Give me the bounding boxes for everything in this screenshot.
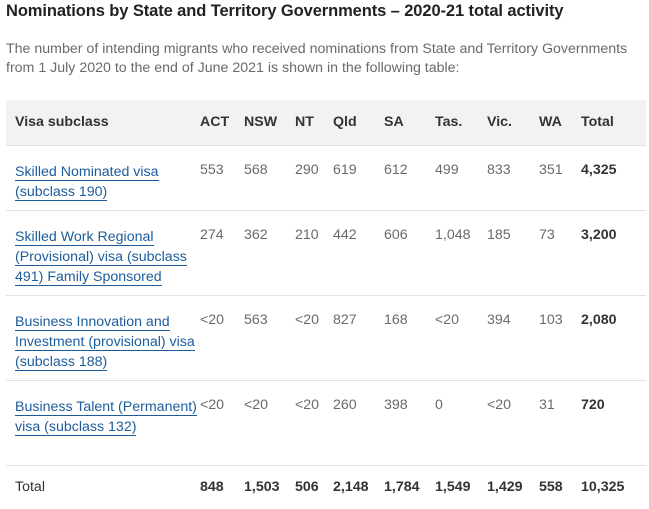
header-nsw: NSW — [244, 114, 278, 131]
cell-wa: 103 — [539, 294, 581, 380]
cell-qld: 619 — [333, 144, 384, 210]
cell-tas: <20 — [435, 294, 487, 380]
table-row: Business Innovation and Investment (prov… — [6, 294, 646, 380]
cell-vic: 185 — [487, 209, 539, 295]
total-nt: 506 — [295, 464, 333, 509]
total-vic: 1,429 — [487, 464, 539, 509]
total-nsw: 1,503 — [244, 464, 295, 509]
cell-tas: 1,048 — [435, 209, 487, 295]
cell-nt: <20 — [295, 294, 333, 380]
cell-sa: 606 — [384, 209, 435, 295]
visa-link-subclass-190[interactable]: Skilled Nominated visa (subclass 190) — [15, 163, 159, 201]
cell-nsw: 568 — [244, 144, 295, 210]
total-sa: 1,784 — [384, 464, 435, 509]
cell-qld: 827 — [333, 294, 384, 380]
cell-nt: 210 — [295, 209, 333, 295]
cell-vic: <20 — [487, 379, 539, 465]
table-header-row: Visa subclass ACT NSW NT Qld SA Tas. Vic… — [6, 100, 646, 145]
intro-paragraph: The number of intending migrants who rec… — [6, 41, 628, 76]
header-qld: Qld — [333, 114, 357, 131]
cell-qld: 260 — [333, 379, 384, 465]
cell-total: 2,080 — [581, 294, 646, 380]
cell-act: <20 — [200, 379, 244, 465]
cell-wa: 31 — [539, 379, 581, 465]
table-row: Skilled Work Regional (Provisional) visa… — [6, 209, 646, 295]
cell-sa: 398 — [384, 379, 435, 465]
visa-cell: Business Innovation and Investment (prov… — [6, 294, 200, 380]
cell-total: 3,200 — [581, 209, 646, 295]
cell-sa: 612 — [384, 144, 435, 210]
cell-qld: 442 — [333, 209, 384, 295]
cell-tas: 0 — [435, 379, 487, 465]
total-grand: 10,325 — [581, 464, 646, 509]
cell-wa: 73 — [539, 209, 581, 295]
cell-wa: 351 — [539, 144, 581, 210]
header-act: ACT — [200, 114, 230, 131]
cell-total: 720 — [581, 379, 646, 465]
cell-vic: 833 — [487, 144, 539, 210]
total-wa: 558 — [539, 464, 581, 509]
cell-vic: 394 — [487, 294, 539, 380]
cell-nsw: 563 — [244, 294, 295, 380]
table-row: Business Talent (Permanent) visa (subcla… — [6, 379, 646, 465]
total-tas: 1,549 — [435, 464, 487, 509]
header-vic: Vic. — [487, 114, 512, 131]
header-wa: WA — [539, 114, 562, 131]
cell-total: 4,325 — [581, 144, 646, 210]
header-tas: Tas. — [435, 114, 463, 131]
visa-cell: Skilled Work Regional (Provisional) visa… — [6, 209, 200, 295]
cell-nsw: 362 — [244, 209, 295, 295]
visa-cell: Business Talent (Permanent) visa (subcla… — [6, 379, 200, 465]
total-act: 848 — [200, 464, 244, 509]
nominations-table: Visa subclass ACT NSW NT Qld SA Tas. Vic… — [6, 100, 646, 509]
header-total: Total — [581, 114, 614, 131]
total-row-label: Total — [6, 464, 200, 509]
total-qld: 2,148 — [333, 464, 384, 509]
cell-nsw: <20 — [244, 379, 295, 465]
cell-act: 274 — [200, 209, 244, 295]
table-total-row: Total 848 1,503 506 2,148 1,784 1,549 1,… — [6, 464, 646, 509]
page-title: Nominations by State and Territory Gover… — [6, 2, 564, 20]
visa-link-subclass-188[interactable]: Business Innovation and Investment (prov… — [15, 313, 195, 371]
visa-cell: Skilled Nominated visa (subclass 190) — [6, 144, 200, 210]
cell-nt: <20 — [295, 379, 333, 465]
header-nt: NT — [295, 114, 314, 131]
table-row: Skilled Nominated visa (subclass 190) 55… — [6, 144, 646, 210]
cell-act: 553 — [200, 144, 244, 210]
cell-act: <20 — [200, 294, 244, 380]
visa-link-subclass-132[interactable]: Business Talent (Permanent) visa (subcla… — [15, 398, 197, 436]
header-visa-subclass: Visa subclass — [15, 114, 109, 131]
cell-nt: 290 — [295, 144, 333, 210]
cell-tas: 499 — [435, 144, 487, 210]
header-sa: SA — [384, 114, 404, 131]
cell-sa: 168 — [384, 294, 435, 380]
visa-link-subclass-491[interactable]: Skilled Work Regional (Provisional) visa… — [15, 228, 187, 286]
